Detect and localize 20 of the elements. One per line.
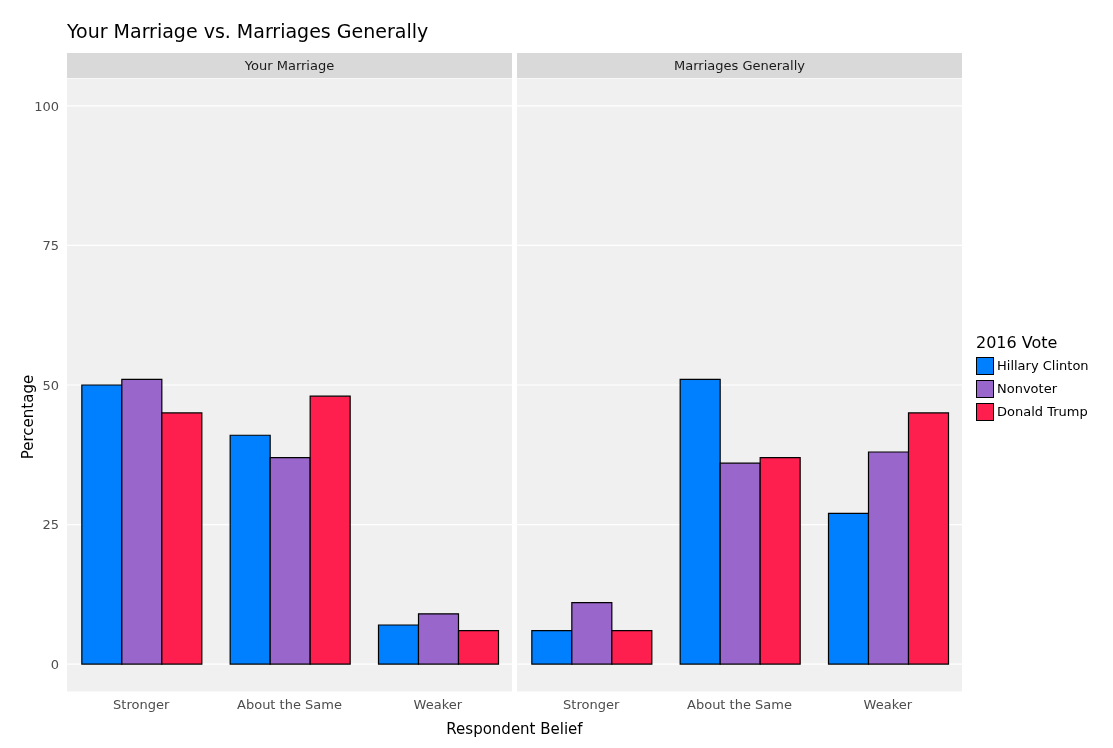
y-tick-label: 100: [34, 98, 59, 114]
y-axis-title: Percentage: [19, 373, 37, 462]
chart-subtitle: Marriages Generally: [517, 53, 962, 78]
y-tick-label: 0: [50, 656, 59, 672]
x-tick-label: About the Same: [237, 697, 342, 713]
x-tick-label: Stronger: [563, 697, 620, 713]
x-tick-label: Weaker: [863, 697, 913, 713]
x-tick-label: Weaker: [413, 697, 463, 713]
legend-label: Hillary Clinton: [997, 358, 1089, 373]
x-tick-label: Stronger: [113, 697, 170, 713]
y-tick-label: 50: [42, 377, 59, 393]
x-axis-title: Respondent Belief: [445, 720, 584, 738]
chart-title: Your Marriage vs. Marriages Generally: [67, 20, 429, 42]
legend-label: Nonvoter: [997, 381, 1058, 396]
chart-subtitle: Your Marriage: [67, 53, 512, 78]
y-tick-label: 75: [42, 238, 59, 254]
legend-title: 2016 Vote: [976, 333, 1059, 352]
y-tick-label: 25: [42, 517, 59, 533]
x-tick-label: About the Same: [687, 697, 792, 713]
legend-label: Donald Trump: [997, 404, 1088, 419]
